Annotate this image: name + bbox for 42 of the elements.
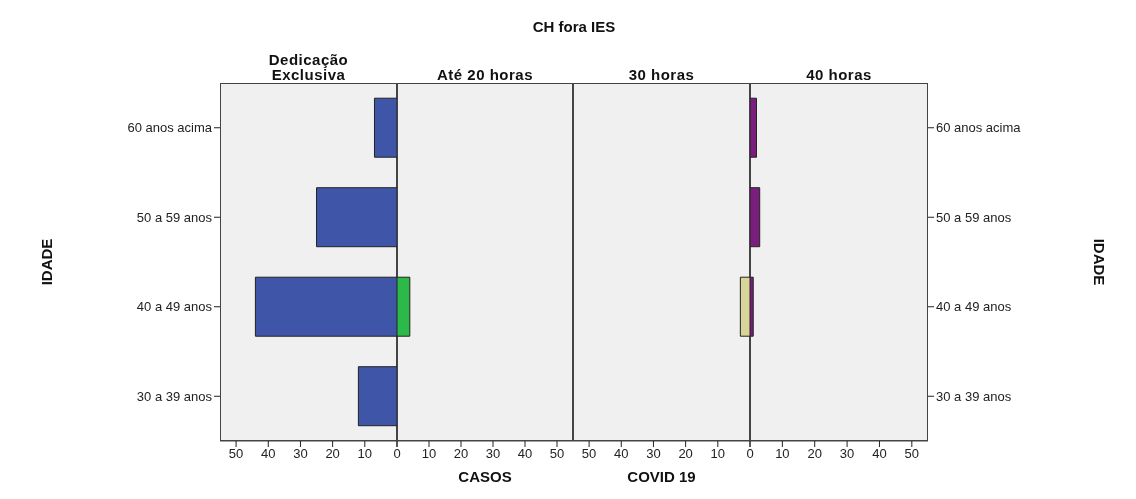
x-tick-label: 20 (678, 446, 693, 462)
x-axis-title: COVID 19 (626, 468, 697, 485)
chart-title: 40 horas (806, 66, 872, 83)
x-tick-label: 40 (614, 446, 629, 462)
x-tick-label: 40 (261, 446, 276, 462)
x-tick-label: 20 (453, 446, 469, 462)
y2-axis-title: IDADE (1090, 237, 1108, 288)
x-tick-label: 50 (549, 446, 565, 462)
x-tick-label: 30 (646, 446, 661, 462)
chart-title: Até 20 horas (436, 66, 534, 83)
bar (357, 366, 397, 427)
x-tick-label: 30 (839, 446, 855, 462)
x-tick-label: 10 (421, 446, 437, 462)
chart-title: 30 horas (628, 66, 695, 83)
y-tick-label: 60 anos acima (127, 120, 213, 136)
x-tick-label: 40 (517, 446, 533, 462)
y-axis-title: IDADE (38, 237, 56, 288)
bar (373, 97, 397, 158)
x-tick-label: 0 (393, 446, 401, 462)
x-tick-label: 10 (357, 446, 373, 462)
x-axis-title: CASOS (457, 468, 513, 485)
y-tick-label: 50 a 59 anos (136, 209, 213, 225)
x-tick-label: 50 (581, 446, 597, 462)
x-tick-label: 30 (293, 446, 308, 462)
y-tick-label: 30 a 39 anos (136, 388, 213, 404)
x-tick-label: 50 (904, 446, 920, 462)
x-tick-label: 20 (807, 446, 822, 462)
x-tick-label: 30 (485, 446, 501, 462)
y-tick-label: 50 a 59 anos (936, 209, 1012, 225)
x-tick-label: 20 (325, 446, 340, 462)
x-tick-label: 40 (872, 446, 887, 462)
x-tick-label: 10 (710, 446, 726, 462)
text: CH fora IES (531, 18, 617, 35)
y-tick-label: 40 a 49 anos (936, 299, 1012, 315)
y-tick-label: 60 anos acima (936, 120, 1022, 136)
x-tick-label: 50 (228, 446, 244, 462)
y-tick-label: 30 a 39 anos (936, 388, 1012, 404)
chart-title: Dedicação Exclusiva (267, 51, 350, 83)
x-tick-label: 10 (775, 446, 790, 462)
bar (316, 187, 397, 248)
y-tick-label: 40 a 49 anos (136, 299, 213, 315)
x-tick-label: 0 (746, 446, 754, 462)
